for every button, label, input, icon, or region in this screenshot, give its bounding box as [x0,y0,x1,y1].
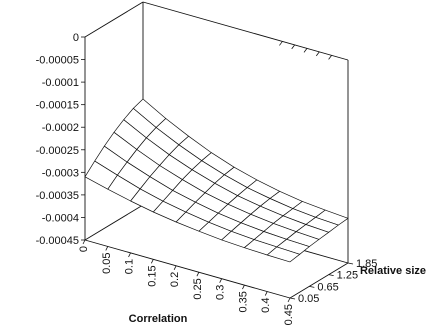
z-tick-label: -0.0004 [42,212,79,224]
z-tick-label: -0.0003 [42,167,79,179]
top-edge-tick [291,44,296,50]
box-front-edges [84,60,349,299]
y-axis-title: Relative size [360,265,426,277]
x-tick-label: 0.25 [192,278,204,299]
y-tick-label: 1.25 [337,270,358,282]
y-tick-label: 1.85 [356,258,377,270]
y-tick-mark [328,274,334,277]
x-tick-mark [128,252,131,258]
x-tick-mark [105,246,109,251]
y-tick-mark [289,297,296,300]
x-tick-mark [287,297,291,303]
y-tick-mark [309,285,315,288]
z-tick-label: -0.00045 [36,235,79,247]
y-tick-label: 0.05 [298,293,319,305]
z-tick-label: -0.00005 [36,55,79,67]
box-floor-left-edge [84,204,144,241]
x-tick-mark [150,259,154,264]
tick-labels: 0 -0.00005 -0.0001 -0.00015 -0.0002 -0.00025 -… [36,32,378,325]
box-top-left-edge [84,1,144,38]
x-axis-line [84,239,291,299]
x-tick-label: 0 [78,246,90,252]
x-axis-title: Correlation [129,313,188,325]
z-tick-label: -0.0001 [42,77,79,89]
top-edge-tick [303,48,308,53]
x-tick-label: 0.1 [124,259,136,274]
y-axis-line [289,262,349,299]
x-tick-mark [264,291,268,296]
z-tick-label: -0.0002 [42,122,79,134]
x-tick-mark [82,239,86,245]
top-edge-tick [328,55,332,60]
x-tick-label: 0.15 [146,265,158,286]
x-tick-mark [173,265,177,270]
x-tick-mark [196,272,200,277]
z-tick-label: -0.00035 [36,190,79,202]
x-tick-label: 0.2 [169,272,181,287]
x-tick-label: 0.05 [101,252,113,273]
y-tick-mark [347,262,354,265]
z-tick-label: 0 [73,32,79,44]
x-tick-label: 0.45 [283,304,295,325]
surface-cell [266,246,301,263]
x-tick-label: 0.35 [237,291,249,312]
x-tick-label: 0.3 [215,285,227,300]
y-tick-label: 0.65 [317,281,338,293]
surface-mesh [84,98,349,263]
x-tick-mark [219,278,223,283]
top-edge-tick [279,41,283,46]
box-top-back-edge [142,1,349,61]
x-tick-label: 0.4 [260,298,272,313]
z-tick-label: -0.00025 [36,145,79,157]
top-edge-tick [315,51,320,57]
x-tick-mark [242,284,245,290]
z-tick-label: -0.00015 [36,100,79,112]
